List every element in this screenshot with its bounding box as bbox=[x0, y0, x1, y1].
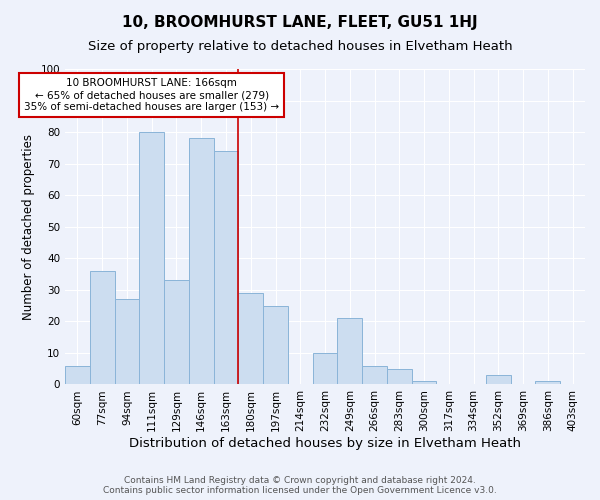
Bar bbox=[65, 366, 90, 384]
Text: Contains HM Land Registry data © Crown copyright and database right 2024.
Contai: Contains HM Land Registry data © Crown c… bbox=[103, 476, 497, 495]
X-axis label: Distribution of detached houses by size in Elvetham Heath: Distribution of detached houses by size … bbox=[129, 437, 521, 450]
Bar bbox=[90, 271, 115, 384]
Bar bbox=[238, 293, 263, 384]
Bar bbox=[362, 366, 387, 384]
Bar bbox=[486, 375, 511, 384]
Bar bbox=[164, 280, 189, 384]
Y-axis label: Number of detached properties: Number of detached properties bbox=[22, 134, 35, 320]
Bar bbox=[313, 353, 337, 384]
Bar bbox=[263, 306, 288, 384]
Bar bbox=[387, 368, 412, 384]
Text: 10, BROOMHURST LANE, FLEET, GU51 1HJ: 10, BROOMHURST LANE, FLEET, GU51 1HJ bbox=[122, 15, 478, 30]
Bar bbox=[337, 318, 362, 384]
Bar bbox=[139, 132, 164, 384]
Bar bbox=[189, 138, 214, 384]
Text: 10 BROOMHURST LANE: 166sqm
← 65% of detached houses are smaller (279)
35% of sem: 10 BROOMHURST LANE: 166sqm ← 65% of deta… bbox=[24, 78, 279, 112]
Text: Size of property relative to detached houses in Elvetham Heath: Size of property relative to detached ho… bbox=[88, 40, 512, 53]
Bar bbox=[412, 382, 436, 384]
Bar bbox=[115, 300, 139, 384]
Bar bbox=[535, 382, 560, 384]
Bar bbox=[214, 151, 238, 384]
